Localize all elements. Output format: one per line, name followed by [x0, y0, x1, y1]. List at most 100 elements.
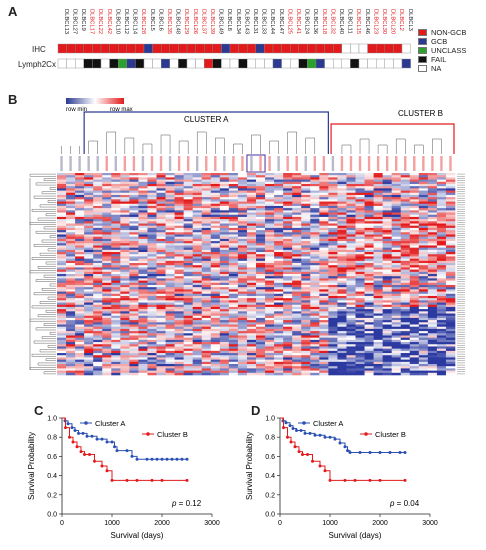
heatmap-cell: [265, 227, 275, 231]
heatmap-cell: [165, 260, 175, 264]
heatmap-cell: [292, 364, 302, 367]
heatmap-cell: [84, 364, 94, 367]
heatmap-cell: [75, 219, 85, 222]
heatmap-cell: [418, 256, 429, 259]
heatmap-cell: [337, 300, 347, 303]
lymph2cx-cell: [74, 58, 84, 69]
heatmap-cell: [274, 366, 284, 369]
heatmap-cell: [373, 225, 383, 229]
heatmap-cell: [274, 197, 284, 200]
heatmap-cell: [147, 214, 157, 218]
heatmap-cell: [66, 357, 76, 360]
heatmap-cell: [120, 350, 130, 354]
heatmap-cell: [210, 326, 221, 330]
heatmap-cell: [210, 232, 221, 235]
heatmap-cell: [147, 304, 157, 308]
heatmap-cell: [237, 293, 248, 297]
heatmap-cell: [57, 254, 67, 257]
heatmap-cell: [283, 236, 293, 240]
heatmap-cell: [219, 298, 230, 301]
heatmap-cell: [445, 282, 456, 286]
row-dendrogram-branch: [45, 261, 56, 265]
heatmap-cell: [120, 265, 130, 268]
heatmap-cell: [75, 179, 85, 183]
heatmap-cell: [111, 175, 121, 178]
heatmap-cell: [355, 355, 365, 358]
heatmap-cell: [219, 274, 230, 277]
heatmap-cell: [57, 324, 67, 327]
heatmap-cell: [75, 295, 85, 299]
heatmap-cell: [57, 276, 67, 279]
heatmap-cell: [120, 339, 130, 343]
heatmap-cell: [192, 188, 203, 191]
heatmap-cell: [84, 359, 94, 363]
heatmap-cell: [382, 256, 392, 259]
heatmap-cell: [192, 216, 203, 220]
legend-entry: UNCLASS: [418, 46, 466, 55]
heatmap-cell: [400, 322, 411, 325]
heatmap-cell: [373, 372, 383, 376]
heatmap-cell: [120, 194, 130, 198]
heatmap-cell: [57, 173, 67, 176]
lymph2cx-cell: [315, 58, 325, 69]
heatmap-cell: [57, 194, 67, 198]
heatmap-cell: [237, 201, 248, 205]
heatmap-cell: [337, 267, 347, 270]
heatmap-cell: [102, 315, 112, 319]
heatmap-cell: [409, 287, 420, 290]
heatmap-cell: [147, 186, 157, 189]
heatmap-cell: [310, 346, 320, 349]
heatmap-cell: [400, 346, 411, 349]
heatmap-cell: [246, 263, 257, 266]
heatmap-cell: [256, 212, 266, 216]
heatmap-cell: [436, 241, 447, 244]
heatmap-cell: [445, 216, 456, 220]
heatmap-cell: [310, 221, 320, 224]
heatmap-cell: [120, 249, 130, 253]
heatmap-cell: [445, 304, 456, 308]
heatmap-cell: [292, 181, 302, 185]
heatmap-cell: [337, 293, 347, 297]
heatmap-cell: [147, 245, 157, 248]
heatmap-cell: [265, 353, 275, 356]
heatmap-cell: [102, 291, 112, 295]
heatmap-cell: [120, 298, 130, 301]
ihc-cell: [212, 43, 222, 54]
heatmap-cell: [192, 194, 203, 198]
ihc-cell: [290, 43, 300, 54]
heatmap-cell: [328, 247, 338, 251]
heatmap-cell: [346, 324, 356, 327]
heatmap-cell: [328, 280, 338, 284]
heatmap-cell: [201, 186, 212, 189]
heatmap-cell: [346, 186, 356, 189]
heatmap-cell: [246, 326, 257, 330]
column-label-mark: [349, 156, 353, 171]
heatmap-cell: [57, 287, 67, 290]
heatmap-cell: [129, 309, 139, 312]
heatmap-cell: [156, 284, 166, 288]
survival-point: [170, 457, 174, 461]
row-dendrogram-branch: [43, 178, 56, 181]
heatmap-cell: [355, 210, 365, 213]
heatmap-cell: [165, 241, 175, 244]
heatmap-cell: [346, 317, 356, 321]
heatmap-cell: [246, 269, 257, 273]
heatmap-cell: [364, 238, 374, 242]
heatmap-cell: [156, 214, 166, 218]
heatmap-cell: [210, 278, 221, 281]
heatmap-cell: [219, 212, 230, 216]
panel-a-annotation-grid: DLBCL13 DLBCL27 DLBCL9 DLBCL17 DLBCL22 DLBCL4…: [57, 9, 413, 69]
heatmap-cell: [373, 219, 383, 222]
heatmap-cell: [84, 179, 94, 183]
heatmap-cell: [165, 201, 175, 205]
heatmap-cell: [237, 197, 248, 200]
heatmap-cell: [337, 291, 347, 295]
heatmap-cell: [256, 232, 266, 235]
heatmap-cell: [427, 350, 438, 354]
heatmap-cell: [102, 346, 112, 349]
heatmap-cell: [192, 306, 203, 310]
heatmap-cell: [427, 245, 438, 248]
heatmap-cell: [246, 306, 257, 310]
heatmap-cell: [129, 267, 139, 270]
heatmap-cell: [183, 320, 193, 323]
